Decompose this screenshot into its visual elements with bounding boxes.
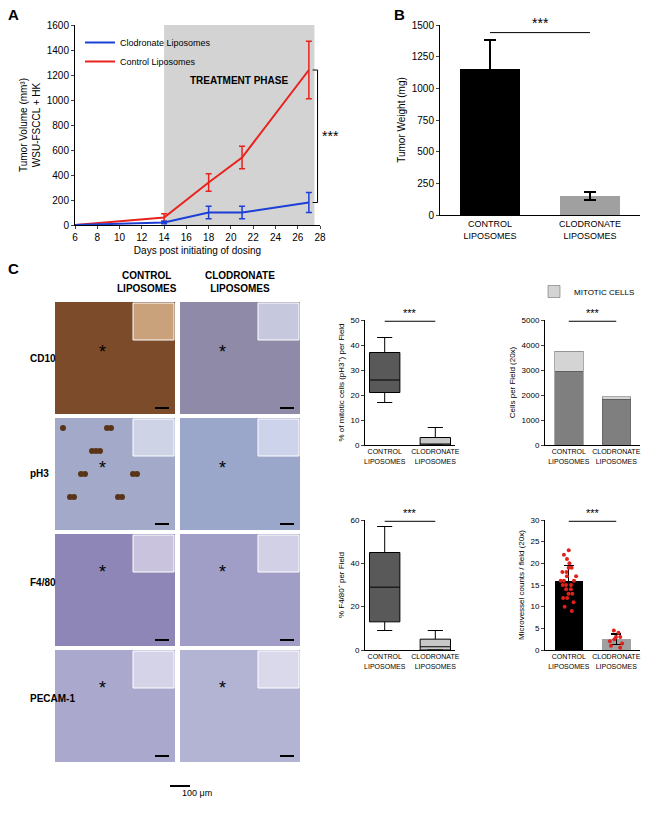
svg-text:CONTROLLIPOSOMES: CONTROLLIPOSOMES xyxy=(548,448,590,464)
svg-text:*: * xyxy=(219,458,226,478)
svg-text:Tumor Weight (mg): Tumor Weight (mg) xyxy=(396,77,407,163)
svg-text:0: 0 xyxy=(428,210,434,221)
svg-text:*: * xyxy=(99,458,106,478)
svg-text:24: 24 xyxy=(270,232,282,243)
svg-text:5000: 5000 xyxy=(522,316,540,325)
svg-text:26: 26 xyxy=(292,232,304,243)
svg-text:60: 60 xyxy=(350,516,359,525)
svg-text:400: 400 xyxy=(52,170,69,181)
svg-text:***: *** xyxy=(586,307,600,319)
svg-text:% F4/80⁺ per Field: % F4/80⁺ per Field xyxy=(337,552,346,618)
svg-text:***: *** xyxy=(532,15,549,31)
svg-text:MITOTIC CELLS: MITOTIC CELLS xyxy=(574,288,634,297)
svg-text:*: * xyxy=(219,562,226,582)
svg-text:25: 25 xyxy=(530,537,539,546)
svg-text:pH3: pH3 xyxy=(30,468,49,479)
svg-text:0: 0 xyxy=(63,220,69,231)
svg-text:0: 0 xyxy=(355,441,360,450)
svg-text:Clodronate Liposomes: Clodronate Liposomes xyxy=(120,38,211,48)
svg-text:CONTROLLIPOSOMES: CONTROLLIPOSOMES xyxy=(463,219,516,241)
svg-text:600: 600 xyxy=(52,145,69,156)
svg-text:30: 30 xyxy=(350,366,359,375)
svg-text:1400: 1400 xyxy=(47,45,70,56)
svg-text:18: 18 xyxy=(203,232,215,243)
svg-text:12: 12 xyxy=(136,232,148,243)
svg-text:750: 750 xyxy=(417,115,434,126)
svg-text:CONTROLLIPOSOMES: CONTROLLIPOSOMES xyxy=(117,270,177,294)
svg-text:16: 16 xyxy=(181,232,193,243)
svg-text:5: 5 xyxy=(535,624,540,633)
svg-text:Tumor Volume (mm³)WSU-FSCCL +: Tumor Volume (mm³)WSU-FSCCL + HK xyxy=(18,78,42,172)
svg-text:CLODRONATELIPOSOMES: CLODRONATELIPOSOMES xyxy=(411,653,459,669)
svg-text:CLODRONATELIPOSOMES: CLODRONATELIPOSOMES xyxy=(411,448,459,464)
svg-text:A: A xyxy=(8,6,19,23)
svg-text:Cells per Field (20x): Cells per Field (20x) xyxy=(508,346,517,418)
svg-text:CD10: CD10 xyxy=(30,353,56,364)
svg-text:14: 14 xyxy=(159,232,171,243)
svg-text:0: 0 xyxy=(535,441,540,450)
svg-text:CONTROLLIPOSOMES: CONTROLLIPOSOMES xyxy=(364,653,406,669)
svg-text:1000: 1000 xyxy=(522,416,540,425)
svg-text:***: *** xyxy=(403,307,417,319)
svg-text:B: B xyxy=(394,6,405,23)
svg-text:*: * xyxy=(99,342,106,362)
svg-text:200: 200 xyxy=(52,195,69,206)
svg-text:500: 500 xyxy=(417,146,434,157)
svg-text:Microvessel counts / field (20: Microvessel counts / field (20x) xyxy=(517,530,526,640)
svg-text:22: 22 xyxy=(248,232,260,243)
svg-text:20: 20 xyxy=(225,232,237,243)
svg-text:1250: 1250 xyxy=(412,51,435,62)
svg-text:40: 40 xyxy=(350,341,359,350)
svg-text:F4/80: F4/80 xyxy=(30,577,56,588)
svg-text:30: 30 xyxy=(530,516,539,525)
svg-text:0: 0 xyxy=(535,646,540,655)
svg-text:40: 40 xyxy=(350,559,359,568)
svg-text:4000: 4000 xyxy=(522,341,540,350)
svg-text:10: 10 xyxy=(530,602,539,611)
svg-text:6: 6 xyxy=(72,232,78,243)
svg-text:1000: 1000 xyxy=(47,95,70,106)
svg-text:800: 800 xyxy=(52,120,69,131)
svg-text:***: *** xyxy=(403,507,417,519)
svg-text:50: 50 xyxy=(350,316,359,325)
svg-text:20: 20 xyxy=(530,559,539,568)
svg-text:10: 10 xyxy=(114,232,126,243)
svg-text:28: 28 xyxy=(314,232,326,243)
svg-text:*: * xyxy=(99,562,106,582)
svg-text:*: * xyxy=(219,342,226,362)
svg-text:% of mitotic cells (pH3⁺) per: % of mitotic cells (pH3⁺) per Field xyxy=(337,323,346,441)
svg-text:***: *** xyxy=(586,507,600,519)
svg-text:20: 20 xyxy=(350,602,359,611)
svg-text:1000: 1000 xyxy=(412,83,435,94)
svg-text:*: * xyxy=(219,678,226,698)
svg-text:15: 15 xyxy=(530,581,539,590)
svg-text:100 μm: 100 μm xyxy=(182,788,212,798)
svg-text:20: 20 xyxy=(350,391,359,400)
svg-text:Days post initiating of dosing: Days post initiating of dosing xyxy=(134,245,261,256)
svg-text:CLODRONATELIPOSOMES: CLODRONATELIPOSOMES xyxy=(559,219,621,241)
svg-text:C: C xyxy=(8,260,19,277)
svg-text:2000: 2000 xyxy=(522,391,540,400)
svg-text:TREATMENT PHASE: TREATMENT PHASE xyxy=(190,75,288,86)
svg-text:CONTROLLIPOSOMES: CONTROLLIPOSOMES xyxy=(364,448,406,464)
svg-text:10: 10 xyxy=(350,416,359,425)
svg-text:CLODRONATELIPOSOMES: CLODRONATELIPOSOMES xyxy=(592,653,640,669)
svg-text:0: 0 xyxy=(355,646,360,655)
svg-text:1200: 1200 xyxy=(47,70,70,81)
svg-text:CONTROLLIPOSOMES: CONTROLLIPOSOMES xyxy=(548,653,590,669)
svg-text:250: 250 xyxy=(417,178,434,189)
svg-text:1600: 1600 xyxy=(47,20,70,31)
svg-text:CLODRONATELIPOSOMES: CLODRONATELIPOSOMES xyxy=(592,448,640,464)
svg-text:PECAM-1: PECAM-1 xyxy=(30,693,75,704)
svg-text:Control Liposomes: Control Liposomes xyxy=(120,57,196,67)
svg-text:1500: 1500 xyxy=(412,20,435,31)
svg-text:3000: 3000 xyxy=(522,366,540,375)
svg-text:***: *** xyxy=(322,128,339,144)
svg-text:CLODRONATELIPOSOMES: CLODRONATELIPOSOMES xyxy=(205,270,275,294)
svg-text:8: 8 xyxy=(94,232,100,243)
svg-text:*: * xyxy=(99,678,106,698)
